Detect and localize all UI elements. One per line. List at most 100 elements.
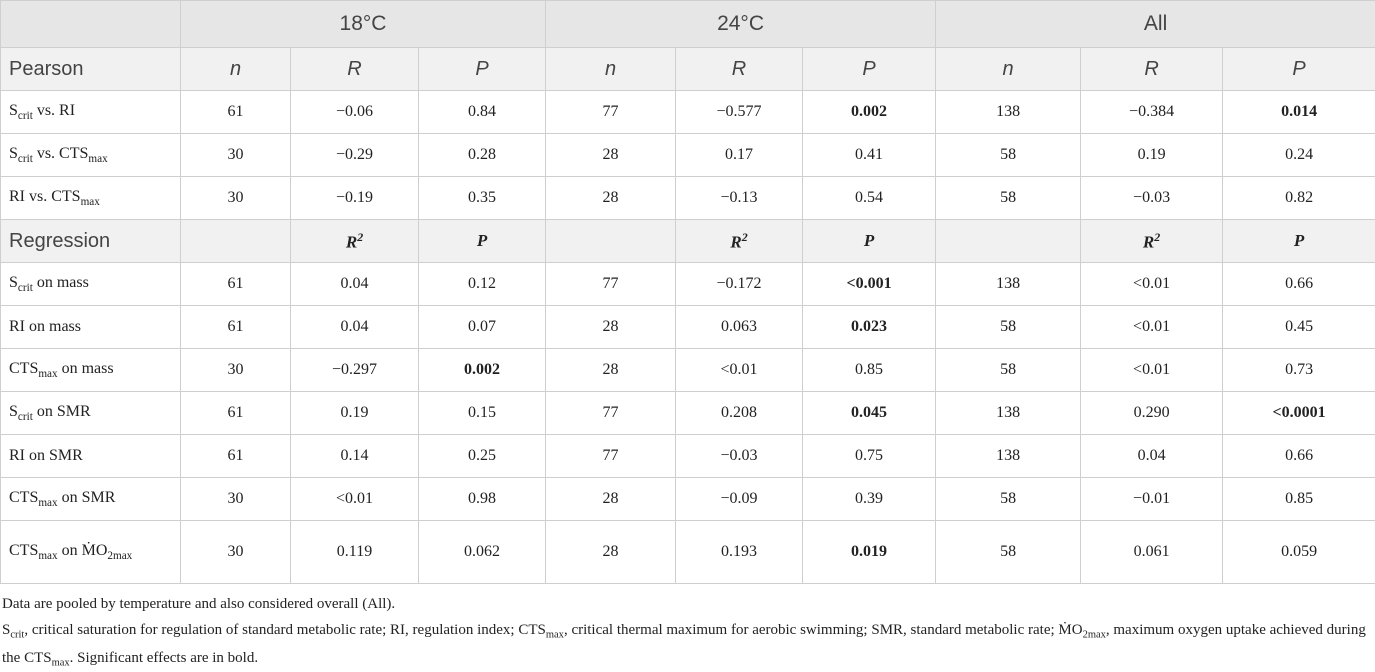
- value-cell: 0.062: [417, 520, 547, 584]
- superscript: 2: [741, 229, 748, 244]
- footnotes: Data are pooled by temperature and also …: [0, 584, 1375, 672]
- text-run: on SMR: [57, 489, 116, 507]
- value-cell: −0.09: [675, 477, 804, 521]
- data-row: CTSmax on mass 30 −0.297 0.002 28 <0.01 0.85 58…: [0, 348, 1375, 392]
- value-cell: 0.28: [417, 133, 547, 177]
- significant-value: 0.002: [851, 103, 888, 120]
- text-run: CTS: [9, 489, 39, 507]
- text-run: R: [345, 232, 358, 252]
- value-cell: 58: [935, 176, 1082, 220]
- row-label: Scrit on mass: [0, 262, 181, 306]
- text-run: CTS: [9, 542, 39, 560]
- value-cell: 0.063: [675, 305, 804, 349]
- value-cell: −0.19: [290, 176, 419, 220]
- row-label: RI vs. CTSmax: [0, 176, 181, 220]
- subscript: max: [51, 657, 70, 669]
- value-cell: −0.03: [1080, 176, 1224, 220]
- footnote: Scrit, critical saturation for regulatio…: [2, 619, 1373, 672]
- subscript: crit: [17, 109, 33, 122]
- column-header: R: [675, 47, 804, 91]
- value-cell: 61: [180, 262, 291, 306]
- row-label: Scrit vs. CTSmax: [0, 133, 181, 177]
- value-cell: 0.85: [802, 348, 937, 392]
- value-cell: 0.19: [290, 391, 419, 435]
- value-cell: 0.002: [802, 90, 937, 134]
- value-cell: 138: [935, 391, 1082, 435]
- value-cell: 28: [545, 348, 677, 392]
- value-cell: −0.03: [675, 434, 804, 478]
- group-header: 24°C: [545, 0, 937, 48]
- value-cell: 0.12: [417, 262, 547, 306]
- data-row: Scrit on SMR 61 0.19 0.15 77 0.208 0.045 138 0.2…: [0, 391, 1375, 435]
- text-run: n: [229, 57, 242, 80]
- value-cell: −0.384: [1080, 90, 1224, 134]
- value-cell: 138: [935, 434, 1082, 478]
- group-header: 18°C: [179, 0, 547, 48]
- value-cell: 0.75: [802, 434, 937, 478]
- value-cell: 77: [545, 434, 677, 478]
- group-header-row: 18°C 24°C All: [0, 0, 1375, 48]
- subscript: max: [38, 367, 58, 380]
- row-label: Scrit on SMR: [0, 391, 181, 435]
- data-row: RI vs. CTSmax 30 −0.19 0.35 28 −0.13 0.54 58 −0.…: [0, 176, 1375, 220]
- value-cell: 0.023: [802, 305, 937, 349]
- value-cell: <0.01: [1080, 348, 1224, 392]
- text-run: CTS: [9, 360, 39, 378]
- data-row: CTSmax on ṀO2max 30 0.119 0.062 28 0.193 0.019…: [0, 520, 1375, 584]
- subscript: max: [38, 496, 58, 509]
- value-cell: 0.25: [417, 434, 547, 478]
- value-cell: 0.19: [1080, 133, 1224, 177]
- value-cell: 0.24: [1222, 133, 1375, 177]
- column-header: R: [1080, 47, 1224, 91]
- value-cell: −0.06: [290, 90, 419, 134]
- value-cell: 28: [545, 176, 677, 220]
- column-header: P: [802, 219, 937, 263]
- text-run: on Ṁ: [57, 542, 96, 560]
- section-name: Pearson: [0, 47, 181, 91]
- value-cell: 28: [545, 305, 677, 349]
- data-row: Scrit vs. RI 61 −0.06 0.84 77 −0.577 0.002 138−…: [0, 90, 1375, 134]
- value-cell: 77: [545, 90, 677, 134]
- significant-value: <0.0001: [1272, 404, 1326, 421]
- value-cell: 61: [180, 434, 291, 478]
- column-header: [545, 219, 677, 263]
- value-cell: 0.07: [417, 305, 547, 349]
- data-row: CTSmax on SMR 30 <0.01 0.98 28 −0.09 0.39 58 −0.…: [0, 477, 1375, 521]
- text-run: Data are pooled by temperature and also …: [2, 596, 396, 612]
- value-cell: 0.002: [417, 348, 547, 392]
- text-run: RI on mass: [9, 318, 81, 335]
- value-cell: 0.193: [675, 520, 804, 584]
- section-name: Regression: [0, 219, 181, 263]
- text-run: on mass: [57, 360, 114, 378]
- text-run: P: [1292, 57, 1306, 80]
- text-run: P: [862, 57, 876, 80]
- section-header-row: Regression R2 P R2 P R2 P: [0, 219, 1375, 263]
- text-run: . Significant effects are in bold.: [69, 649, 259, 666]
- text-run: RI on SMR: [9, 447, 83, 464]
- subscript: max: [88, 152, 108, 165]
- value-cell: <0.01: [675, 348, 804, 392]
- value-cell: 61: [180, 305, 291, 349]
- column-header: R: [290, 47, 419, 91]
- subscript: crit: [17, 281, 33, 294]
- text-run: P: [475, 57, 489, 80]
- text-run: S: [9, 403, 18, 421]
- row-label: CTSmax on ṀO2max: [0, 520, 181, 584]
- value-cell: 28: [545, 520, 677, 584]
- column-header: n: [935, 47, 1082, 91]
- column-header: [180, 219, 291, 263]
- value-cell: −0.172: [675, 262, 804, 306]
- text-run: O: [95, 542, 108, 560]
- value-cell: 0.85: [1222, 477, 1375, 521]
- value-cell: 58: [935, 305, 1082, 349]
- row-label: CTSmax on SMR: [0, 477, 181, 521]
- significant-value: <0.001: [846, 275, 892, 292]
- value-cell: 0.014: [1222, 90, 1375, 134]
- subscript: max: [80, 195, 100, 208]
- value-cell: 0.059: [1222, 520, 1375, 584]
- text-run: R: [731, 57, 747, 80]
- text-run: RI vs. CTS: [9, 188, 81, 206]
- value-cell: 138: [935, 90, 1082, 134]
